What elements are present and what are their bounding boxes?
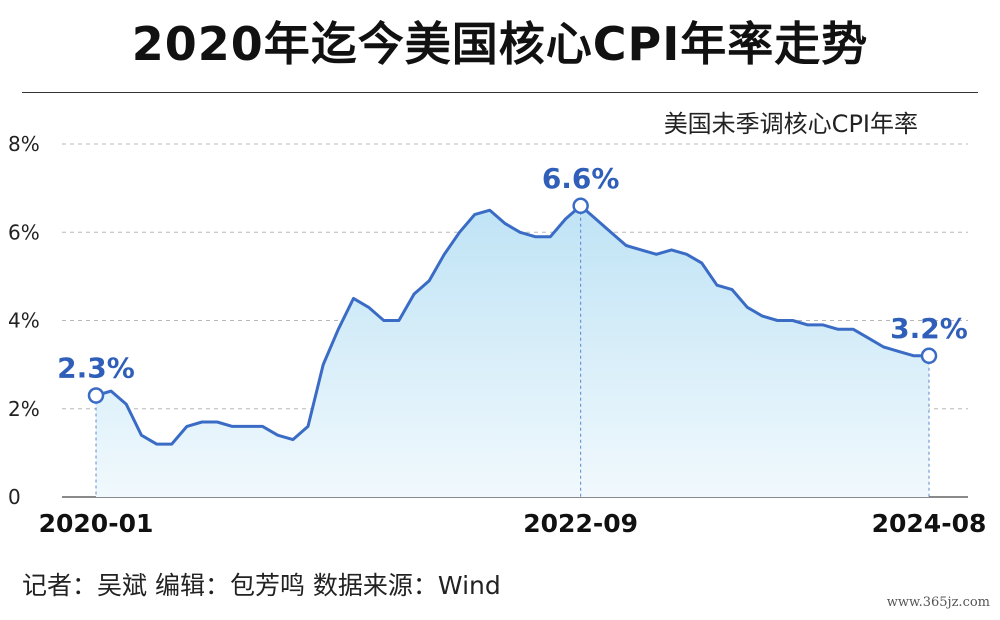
annotation-label: 3.2% — [890, 312, 968, 345]
y-tick-label: 2% — [8, 397, 40, 421]
credit-line: 记者：吴斌 编辑：包芳鸣 数据来源：Wind — [22, 571, 501, 600]
watermark: www.365jz.com — [886, 595, 990, 610]
y-tick-label: 8% — [8, 132, 40, 156]
annotation-marker — [87, 387, 105, 404]
y-tick-label: 4% — [8, 309, 40, 333]
annotation-label: 2.3% — [57, 352, 135, 385]
x-tick-label: 2022-09 — [523, 509, 638, 538]
annotation-marker — [572, 197, 589, 215]
annotation-label: 6.6% — [542, 162, 620, 195]
y-tick-label: 0 — [8, 485, 21, 509]
x-tick-label: 2020-01 — [39, 509, 154, 538]
chart-title: 2020年迄今美国核心CPI年率走势 — [131, 17, 869, 71]
series-line — [95, 204, 929, 446]
x-tick-label: 2024-08 — [872, 509, 987, 538]
legend-label: 美国未季调核心CPI年率 — [663, 110, 918, 138]
title-divider — [22, 92, 978, 93]
annotation-marker — [920, 347, 938, 365]
y-tick-label: 6% — [8, 220, 40, 244]
area-fill — [96, 205, 929, 498]
